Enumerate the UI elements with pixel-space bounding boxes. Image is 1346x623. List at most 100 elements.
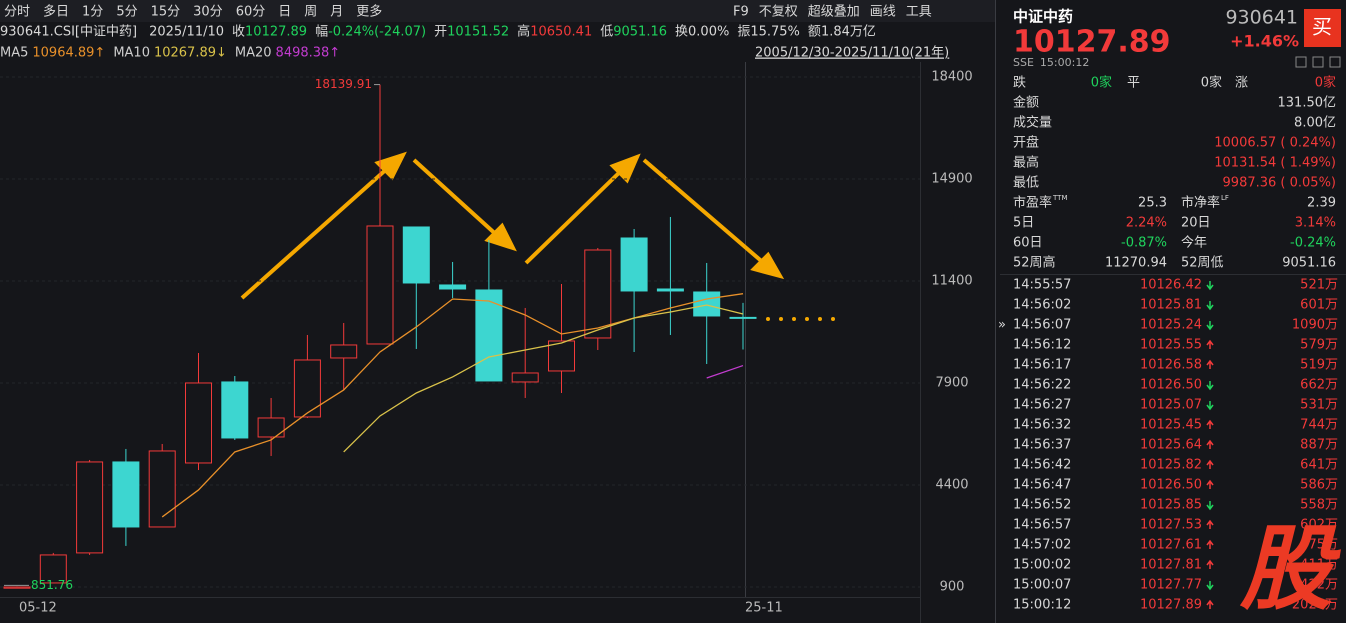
tick-arrow — [1206, 599, 1214, 609]
breadth-label: 平 — [1127, 76, 1140, 91]
tick-volume: 662万 — [1300, 378, 1338, 393]
candle-body — [511, 372, 539, 383]
tick-arrow — [1206, 501, 1214, 511]
tick-time: 15:00:07 — [1013, 578, 1071, 593]
tick-arrow — [1206, 381, 1214, 391]
y-tick-label: 7900 — [935, 376, 968, 391]
stat-label: 开盘 — [1013, 135, 1039, 151]
legend-value: 8498.38↑ — [276, 46, 341, 61]
toolbar-tab[interactable]: 15分 — [151, 5, 181, 20]
toolbar-tool[interactable]: 画线 — [870, 5, 896, 20]
legend-name: MA5 — [0, 46, 28, 61]
toolbar-tool[interactable]: F9 — [733, 5, 749, 20]
grid-value: 3.14% — [1295, 216, 1336, 231]
tick-volume: 586万 — [1300, 478, 1338, 493]
stat-label: 成交量 — [1013, 115, 1052, 131]
stat-value: 10131.54 ( 1.49%) — [1214, 156, 1336, 171]
toolbar-tab[interactable]: 60分 — [236, 5, 266, 20]
tick-volume: 411万 — [1300, 558, 1338, 573]
tick-arrow — [1206, 559, 1214, 569]
grid-value: 2.39 — [1307, 196, 1336, 211]
tick-volume: 558万 — [1300, 498, 1338, 513]
grid-value: 9051.16 — [1282, 256, 1336, 271]
tick-arrow — [1206, 359, 1214, 369]
candle-body — [729, 316, 757, 319]
toolbar-tab[interactable]: 更多 — [356, 4, 382, 20]
stat-value: 9987.36 ( 0.05%) — [1223, 176, 1336, 191]
y-tick-label: 18400 — [931, 70, 972, 85]
tick-arrow — [1206, 581, 1214, 591]
info-label: 幅 — [315, 25, 328, 40]
tick-arrow — [1206, 339, 1214, 349]
toolbar-tab[interactable]: 多日 — [43, 4, 69, 20]
tick-time: 14:56:22 — [1013, 378, 1071, 393]
toolbar-tab[interactable]: 分时 — [4, 5, 30, 20]
candle-body — [548, 340, 575, 372]
candle-body — [185, 382, 212, 464]
stat-label: 最高 — [1013, 155, 1039, 171]
candle-body — [3, 586, 31, 589]
tick-price: 10125.85 — [1140, 498, 1202, 513]
toolbar-tab[interactable]: 30分 — [193, 5, 223, 20]
tick-volume: 601万 — [1300, 298, 1338, 313]
candle-body — [148, 450, 176, 528]
candle-body — [584, 249, 612, 339]
tick-volume: 422万 — [1300, 578, 1338, 593]
candle-body — [366, 225, 394, 345]
toolbar-tab[interactable]: 1分 — [82, 5, 103, 20]
grid-label-sup: LF — [1221, 194, 1229, 202]
candle-body — [293, 359, 321, 418]
tick-volume: 641万 — [1300, 458, 1338, 473]
tick-price: 10127.53 — [1140, 518, 1202, 533]
tick-volume: 579万 — [1300, 338, 1338, 353]
toolbar-tab[interactable]: 日 — [278, 5, 291, 20]
tick-price: 10127.77 — [1140, 578, 1202, 593]
info-label: 高 — [517, 24, 530, 40]
toolbar-tool[interactable]: 超级叠加 — [808, 5, 860, 20]
tick-time: 14:56:12 — [1013, 338, 1071, 353]
tick-price: 10126.50 — [1140, 478, 1202, 493]
breadth-value: 0家 — [1315, 75, 1336, 91]
tick-price: 10125.07 — [1140, 398, 1202, 413]
tick-time: 14:56:32 — [1013, 418, 1071, 433]
tick-arrow — [1206, 321, 1214, 331]
toolbar-tool[interactable]: 不复权 — [759, 4, 798, 20]
y-tick-label: 4400 — [935, 478, 968, 493]
info-value: -0.24%(-24.07) — [328, 25, 426, 40]
quote-change: +1.46% — [1230, 32, 1299, 51]
toolbar-tab[interactable]: 5分 — [116, 5, 137, 20]
tick-price: 10126.58 — [1140, 358, 1202, 373]
buy-label[interactable]: 买 — [1312, 15, 1332, 39]
breadth-label: 涨 — [1235, 76, 1248, 91]
panel-icons[interactable] — [1295, 56, 1341, 68]
toolbar-tool[interactable]: 工具 — [906, 5, 932, 20]
candle-body — [39, 554, 67, 584]
tick-arrow — [1206, 401, 1214, 411]
collapse-icon[interactable]: » — [998, 318, 1006, 333]
candle-body — [439, 284, 467, 290]
ma-line — [343, 304, 744, 453]
tick-price: 10127.61 — [1140, 538, 1202, 553]
stat-label: 金额 — [1013, 95, 1039, 111]
buy-button[interactable] — [1304, 9, 1341, 47]
candle-body — [620, 237, 648, 292]
y-tick-label: 11400 — [931, 274, 972, 289]
toolbar-tab[interactable]: 周 — [304, 5, 317, 20]
candle-body — [402, 226, 430, 284]
tick-volume: 602万 — [1300, 518, 1338, 533]
grid-label: 今年 — [1181, 235, 1207, 251]
grid-label: 60日 — [1013, 236, 1043, 251]
candle-body — [221, 381, 249, 439]
info-label: 开 — [434, 25, 447, 40]
toolbar-tab[interactable]: 月 — [330, 5, 343, 20]
tick-arrow — [1206, 281, 1214, 291]
date-range[interactable]: 2005/12/30-2025/11/10(21年) — [755, 46, 949, 61]
candle-body — [257, 417, 285, 438]
info-label: 低 — [600, 25, 613, 40]
tick-price: 10125.82 — [1140, 458, 1202, 473]
grid-value: -0.87% — [1121, 236, 1167, 251]
ma-line — [706, 364, 744, 379]
info-value: 10650.41 — [530, 25, 592, 40]
candle-body — [330, 344, 358, 359]
